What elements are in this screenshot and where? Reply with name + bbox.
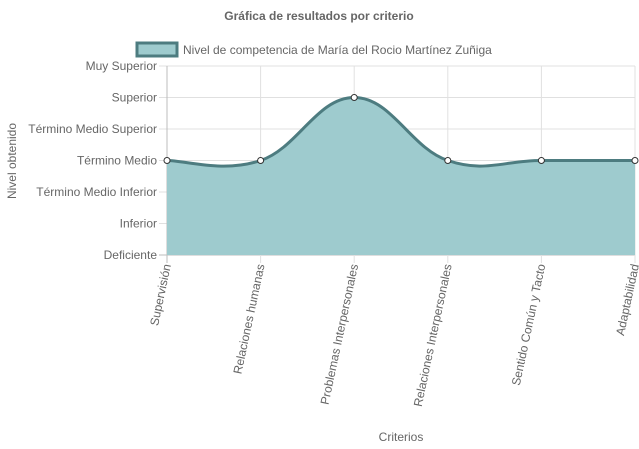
- x-tick-label: Sentido Común y Tacto: [509, 262, 549, 386]
- x-tick-label: Adaptabilidad: [613, 263, 639, 337]
- x-tick-label: Supervisión: [147, 263, 174, 327]
- data-point[interactable]: [444, 157, 452, 164]
- chart-title: Gráfica de resultados por criterio: [224, 9, 413, 23]
- series-fill: [167, 97, 635, 255]
- x-tick-label: Relaciones humanas: [231, 263, 268, 376]
- y-tick-labels: Deficiente Inferior Término Medio Inferior…: [28, 59, 157, 262]
- y-tick-label: Inferior: [120, 217, 157, 231]
- x-tick-label: Relaciones Interpersonales: [411, 263, 455, 408]
- y-tick-label: Muy Superior: [86, 59, 157, 73]
- data-point[interactable]: [350, 94, 358, 101]
- y-tick-label: Término Medio: [77, 154, 157, 168]
- data-point[interactable]: [537, 157, 545, 164]
- data-point[interactable]: [257, 157, 265, 164]
- series-area: [166, 95, 635, 255]
- x-tick-labels: Supervisión Relaciones humanas Problemas I…: [147, 262, 639, 407]
- series-line: [166, 95, 635, 168]
- data-point[interactable]: [163, 157, 171, 164]
- y-tick-label: Término Medio Inferior: [36, 185, 157, 199]
- x-tick-label: Problemas Interpersonales: [318, 263, 362, 406]
- y-tick-label: Término Medio Superior: [28, 122, 157, 136]
- y-tick-label: Deficiente: [104, 248, 158, 262]
- legend-label: Nivel de competencia de María del Rocio …: [183, 43, 492, 57]
- data-point[interactable]: [631, 157, 639, 164]
- legend[interactable]: Nivel de competencia de María del Rocio …: [135, 41, 492, 58]
- legend-swatch: [135, 41, 179, 58]
- y-axis-label: Nivel obtenido: [5, 123, 19, 199]
- data-points: [163, 94, 639, 164]
- y-tick-label: Superior: [112, 91, 157, 105]
- x-axis-label: Criterios: [379, 430, 424, 444]
